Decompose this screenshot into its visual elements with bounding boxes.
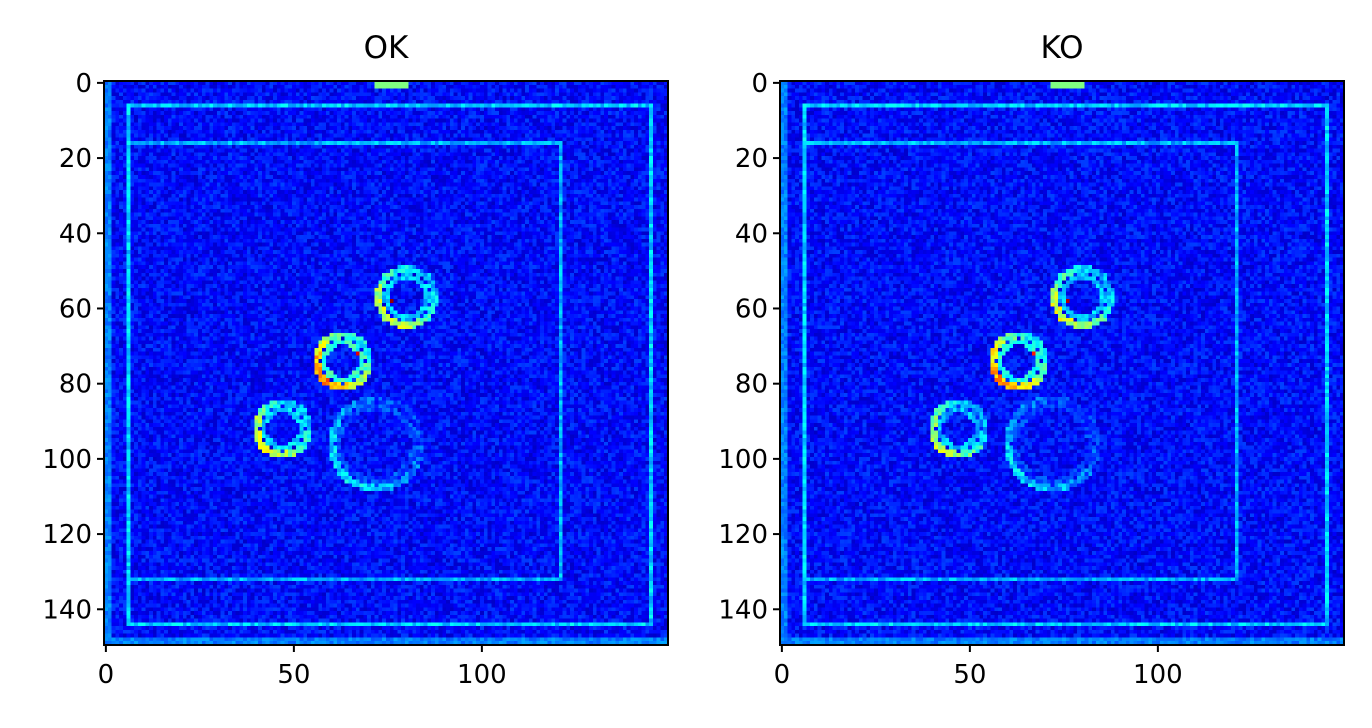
x-tick-label: 100 (457, 660, 507, 690)
y-tick-label: 120 (718, 520, 768, 550)
axes-frame (779, 80, 1345, 646)
chart-panel-ok: OK 0 50 100 0 20 40 60 80 100 120 140 (42, 30, 669, 690)
y-tick-label: 40 (735, 219, 768, 249)
y-tick-label: 60 (59, 294, 92, 324)
y-tick-label: 100 (42, 445, 92, 475)
chart-title: KO (1040, 30, 1083, 66)
y-tick-label: 0 (75, 69, 92, 99)
x-tick-label: 0 (774, 660, 791, 690)
y-tick-label: 140 (718, 595, 768, 625)
y-tick-label: 20 (59, 144, 92, 174)
y-tick-label: 40 (59, 219, 92, 249)
y-tick-label: 100 (718, 445, 768, 475)
heatmap-image (104, 81, 668, 645)
x-tick-label: 100 (1133, 660, 1183, 690)
y-tick-label: 80 (59, 370, 92, 400)
y-tick-label: 120 (42, 520, 92, 550)
chart-panel-ko: KO 0 50 100 0 20 40 60 80 100 120 140 (718, 30, 1345, 690)
chart-title: OK (364, 30, 409, 66)
y-tick-label: 140 (42, 595, 92, 625)
axes-frame (103, 80, 669, 646)
y-tick-label: 80 (735, 370, 768, 400)
y-tick-label: 20 (735, 144, 768, 174)
y-tick-label: 60 (735, 294, 768, 324)
heatmap-image (780, 81, 1344, 645)
x-tick-label: 50 (953, 660, 986, 690)
y-tick-label: 0 (751, 69, 768, 99)
x-tick-label: 0 (98, 660, 115, 690)
x-tick-label: 50 (277, 660, 310, 690)
